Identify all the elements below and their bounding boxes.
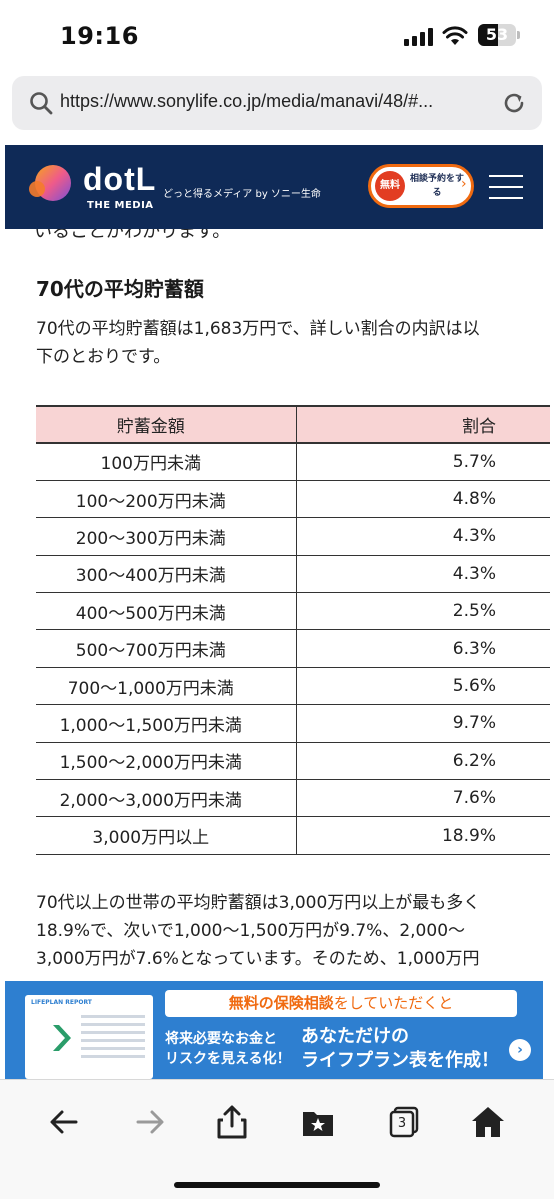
column-header-ratio: 割合 [296,405,550,444]
forward-icon[interactable] [132,1104,168,1140]
report-brand: LIFEPLAN REPORT [31,999,92,1006]
table-row: 200～300万円未満 4.3% [36,517,550,556]
banner-highlight: 無料の保険相談 [228,994,334,1012]
logo-subtitle: THE MEDIA [87,200,154,211]
status-bar: 19:16 53 [0,0,554,72]
banner-line: 将来必要なお金と [165,1031,277,1047]
article-content: いることがわかります。 70代の平均貯蓄額 70代の平均貯蓄額は1,683万円で… [0,229,554,981]
table-row: 100万円未満 5.7% [36,443,550,481]
url-text[interactable]: https://www.sonylife.co.jp/media/manavi/… [60,91,434,111]
back-icon[interactable] [46,1104,82,1140]
cell-ratio: 6.3% [296,629,550,668]
free-badge: 無料 [375,171,405,201]
bookmarks-icon[interactable] [300,1104,336,1140]
hamburger-menu-icon[interactable] [489,175,523,199]
table-row: 500～700万円未満 6.3% [36,629,550,668]
savings-table: 貯蓄金額 割合 100万円未満 5.7% 100～200万円未満 4.8% 200～30… [36,405,550,855]
table-row: 400～500万円未満 2.5% [36,592,550,631]
table-row: 700～1,000万円未満 5.6% [36,667,550,706]
banner-line: ライフプラン表を作成！ [301,1050,499,1071]
cell-amount: 1,500～2,000万円未満 [36,742,297,781]
battery-nub [517,31,520,39]
search-icon [30,92,53,115]
cell-amount: 2,000～3,000万円未満 [36,779,297,818]
paragraph-line: 18.9%で、次いで1,000～1,500万円が9.7%、2,000～ [36,921,466,941]
table-row: 300～400万円未満 4.3% [36,555,550,594]
cell-ratio: 7.6% [296,779,550,818]
cellular-signal-icon [404,28,434,46]
cell-amount: 700～1,000万円未満 [36,667,297,706]
cell-amount: 100～200万円未満 [36,480,297,519]
section-heading: 70代の平均貯蓄額 [36,277,204,301]
site-header: dotL THE MEDIA どっと得るメディア by ソニー生命 無料 相談予… [5,145,543,229]
paragraph-line: 下のとおりです。 [36,347,171,367]
cell-ratio: 9.7% [296,704,550,743]
paragraph-line: 70代以上の世帯の平均貯蓄額は3,000万円以上が最も多く [36,893,481,913]
cell-ratio: 18.9% [296,816,550,855]
cell-ratio: 5.6% [296,667,550,706]
cell-ratio: 5.7% [296,443,550,481]
paragraph-cut-line: いることがわかります。 [34,229,231,242]
cell-ratio: 4.3% [296,555,550,594]
table-row: 100～200万円未満 4.8% [36,480,550,519]
cell-amount: 3,000万円以上 [36,816,297,855]
lifeplan-report-image: LIFEPLAN REPORT [25,995,153,1079]
banner-go-icon[interactable]: › [509,1039,531,1061]
banner-line: リスクを見える化！ [165,1051,291,1067]
address-bar[interactable]: https://www.sonylife.co.jp/media/manavi/… [12,76,542,130]
logo-text[interactable]: dotL [83,161,157,197]
reload-icon[interactable] [500,89,528,117]
chevron-right-icon: › [461,176,467,192]
tabs-count: 3 [397,1116,407,1131]
battery-percent: 53 [485,25,509,44]
table-row: 3,000万円以上 18.9% [36,816,550,855]
summary-paragraph: 70代以上の世帯の平均貯蓄額は3,000万円以上が最も多く 18.9%で、次いで… [36,889,480,973]
battery-icon: 53 [478,24,516,46]
banner-line: あなただけの [301,1026,409,1047]
column-header-amount: 貯蓄金額 [36,405,297,444]
table-header-row: 貯蓄金額 割合 [36,405,550,444]
browser-toolbar: 3 [0,1079,554,1199]
cell-amount: 1,000～1,500万円未満 [36,704,297,743]
clock: 19:16 [60,22,139,50]
paragraph-line: 70代の平均貯蓄額は1,683万円で、詳しい割合の内訳は以 [36,319,480,339]
cell-ratio: 2.5% [296,592,550,631]
report-logo-icon [53,1025,71,1051]
cell-amount: 300～400万円未満 [36,555,297,594]
cell-amount: 500～700万円未満 [36,629,297,668]
tabs-icon[interactable]: 3 [386,1104,422,1140]
cell-amount: 400～500万円未満 [36,592,297,631]
table-row: 1,000～1,500万円未満 9.7% [36,704,550,743]
consultation-booking-button[interactable]: 無料 相談予約をする › [368,164,474,208]
wifi-icon [442,26,468,45]
cell-ratio: 4.8% [296,480,550,519]
insurance-consultation-banner[interactable]: LIFEPLAN REPORT 無料の保険相談をしていただくと 将来必要なお金と… [5,981,543,1079]
site-tagline: どっと得るメディア by ソニー生命 [163,189,321,200]
home-indicator[interactable] [174,1182,380,1188]
cell-amount: 200～300万円未満 [36,517,297,556]
dotl-logo-icon[interactable] [27,161,75,205]
cell-amount: 100万円未満 [36,443,297,481]
share-icon[interactable] [214,1104,250,1140]
table-row: 1,500～2,000万円未満 6.2% [36,742,550,781]
intro-paragraph: 70代の平均貯蓄額は1,683万円で、詳しい割合の内訳は以 下のとおりです。 [36,315,480,371]
report-lines [81,1015,145,1069]
banner-left-copy: 将来必要なお金と リスクを見える化！ [165,1029,291,1069]
cell-ratio: 4.3% [296,517,550,556]
banner-right-copy: あなただけの ライフプラン表を作成！ [301,1025,499,1073]
banner-headline-rest: をしていただくと [333,994,454,1012]
paragraph-line: 3,000万円が7.6%となっています。そのため、1,000万円 [36,949,480,969]
banner-headline: 無料の保険相談をしていただくと [165,990,517,1017]
cell-ratio: 6.2% [296,742,550,781]
home-icon[interactable] [470,1104,506,1140]
consult-button-label: 相談予約をする [409,174,464,198]
table-row: 2,000～3,000万円未満 7.6% [36,779,550,818]
